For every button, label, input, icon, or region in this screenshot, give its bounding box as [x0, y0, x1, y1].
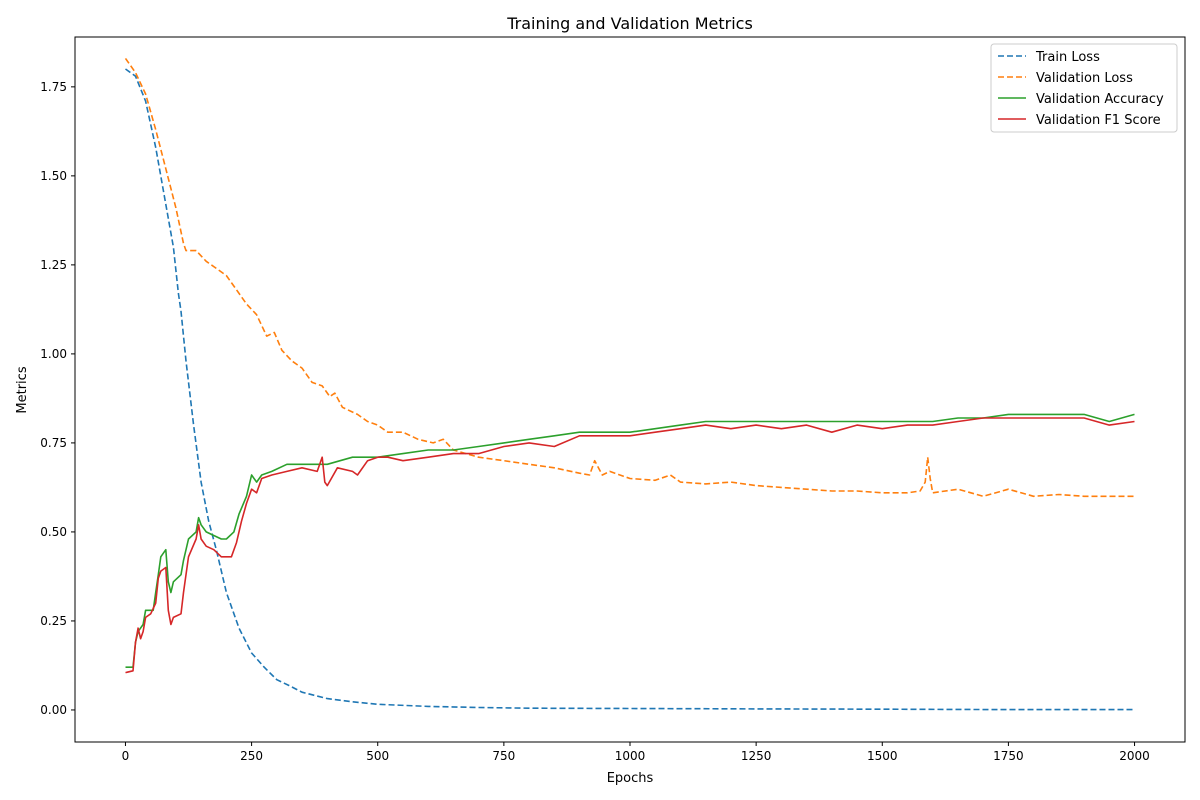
series-line-train-loss	[125, 68, 1135, 711]
y-tick-label: 1.00	[40, 347, 67, 361]
series-line-validation-accuracy	[125, 413, 1135, 668]
y-axis-ticks: 0.00 0.25 0.50 0.75 1.00 1.25 1.50 1.75	[40, 80, 75, 717]
legend-box	[990, 43, 1178, 133]
x-tick-label: 500	[366, 749, 389, 763]
x-tick-label: 1000	[615, 749, 646, 763]
y-tick-label: 0.50	[40, 525, 67, 539]
series-line-validation-f1-score	[125, 417, 1135, 674]
legend-label: Validation Loss	[1036, 71, 1133, 86]
series-line-validation-loss	[124, 57, 1135, 498]
plot-frame	[74, 36, 1186, 743]
y-tick-label: 1.25	[40, 258, 67, 272]
chart-title: Training and Validation Metrics	[506, 14, 753, 33]
legend-label: Validation F1 Score	[1036, 113, 1161, 128]
x-tick-label: 1250	[741, 749, 772, 763]
x-axis-title: Epochs	[607, 771, 654, 786]
plot-area: 0 250 500 750 1000 1250 1500 1750 2000 0.000.250…	[40, 36, 1186, 763]
legend: Train Loss Validation Loss Validation Accu…	[990, 43, 1178, 133]
y-tick-label: 0.00	[40, 703, 67, 717]
y-tick-label: 1.75	[40, 80, 67, 94]
y-tick-label: 0.75	[40, 436, 67, 450]
x-axis-ticks: 0 250 500 750 1000 1250 1500 1750 2000	[122, 742, 1150, 763]
x-tick-label: 0	[122, 749, 130, 763]
legend-label: Validation Accuracy	[1036, 92, 1164, 107]
x-tick-label: 2000	[1119, 749, 1150, 763]
x-tick-label: 750	[492, 749, 515, 763]
x-tick-label: 1750	[993, 749, 1024, 763]
series-layer	[124, 57, 1135, 711]
y-tick-label: 0.25	[40, 614, 67, 628]
x-tick-label: 250	[240, 749, 263, 763]
y-axis-title: Metrics	[15, 366, 30, 413]
y-tick-label: 1.50	[40, 169, 67, 183]
x-tick-label: 1500	[867, 749, 898, 763]
legend-label: Train Loss	[1035, 50, 1100, 65]
